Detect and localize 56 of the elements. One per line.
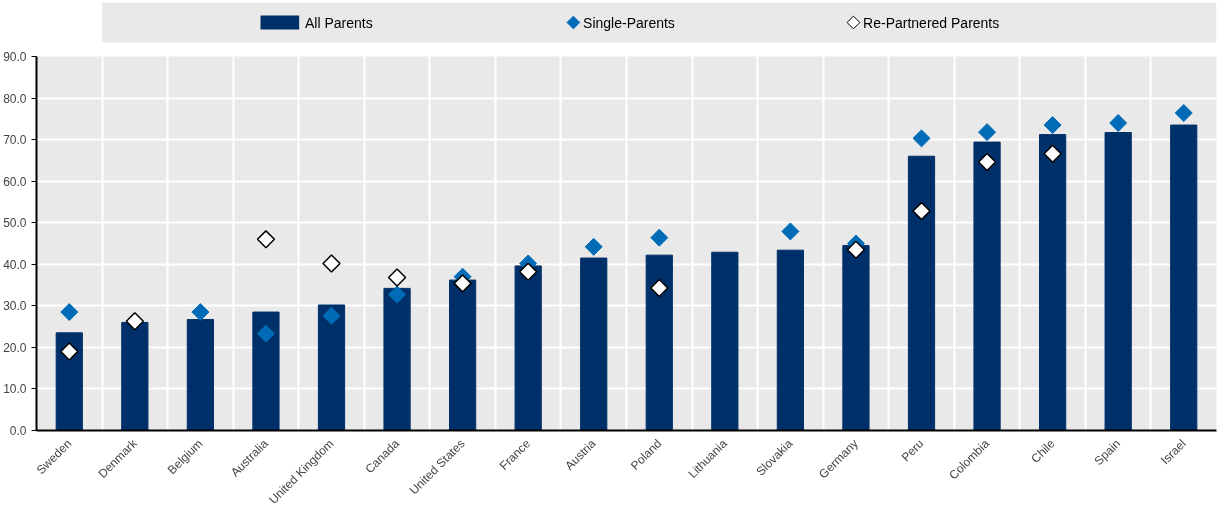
bar	[252, 311, 280, 431]
point	[322, 306, 341, 325]
y-tick-label: 50.0	[3, 216, 27, 231]
y-tick-label: 70.0	[3, 133, 27, 148]
point	[322, 254, 341, 273]
point	[1174, 104, 1193, 122]
y-tick-label: 30.0	[3, 299, 27, 314]
bar	[711, 251, 739, 431]
bar	[317, 304, 346, 431]
bar	[842, 245, 870, 431]
bar	[383, 287, 411, 431]
bar	[186, 319, 214, 431]
point	[60, 303, 79, 322]
point	[912, 201, 931, 221]
y-tick-label: 0.0	[9, 424, 27, 438]
bar	[55, 332, 83, 431]
bar	[1104, 132, 1132, 431]
y-tick-label: 80.0	[3, 91, 27, 106]
bar	[776, 249, 804, 431]
point	[977, 152, 997, 172]
y-tick-label: 60.0	[3, 174, 27, 189]
y-tick-label: 40.0	[3, 257, 27, 272]
point	[191, 303, 210, 322]
point	[387, 268, 407, 287]
point	[453, 274, 472, 293]
point	[1043, 144, 1062, 163]
bar	[907, 155, 936, 431]
point	[60, 342, 79, 361]
point	[256, 324, 275, 343]
legend-label: Re-Partnered Parents	[863, 14, 1000, 31]
bar	[1170, 124, 1198, 431]
point	[650, 228, 669, 247]
bar	[645, 254, 673, 431]
point	[388, 285, 407, 304]
point	[1043, 116, 1062, 135]
point	[125, 311, 145, 331]
point	[978, 123, 997, 142]
point	[1109, 114, 1128, 132]
legend-label: All Parents	[304, 14, 373, 31]
point	[584, 237, 603, 256]
legend-label: Single-Parents	[583, 14, 675, 31]
point	[650, 278, 669, 298]
bar	[449, 279, 477, 431]
y-tick-label: 10.0	[3, 382, 27, 397]
point	[518, 262, 538, 281]
y-tick-label: 20.0	[3, 340, 27, 355]
bar	[1039, 134, 1067, 431]
bar	[973, 141, 1001, 431]
point	[256, 230, 276, 249]
point	[846, 240, 866, 259]
bar	[580, 257, 608, 431]
y-tick-label: 90.0	[3, 50, 27, 64]
bar	[514, 265, 542, 431]
point	[781, 222, 800, 241]
bar	[121, 321, 149, 431]
point	[912, 129, 931, 148]
